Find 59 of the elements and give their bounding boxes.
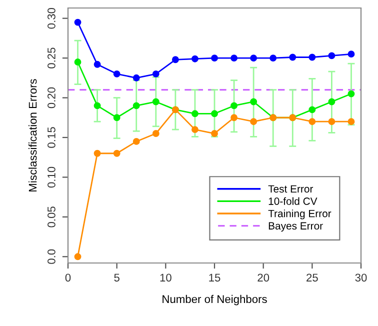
point	[230, 54, 238, 62]
point	[132, 102, 140, 110]
point	[308, 118, 316, 126]
y-tick-label: 0.25	[48, 48, 56, 68]
x-tick-label: 10	[160, 274, 172, 282]
point	[230, 102, 238, 110]
point	[308, 54, 316, 61]
x-axis-title: Number of Neighbors	[162, 294, 267, 306]
point	[191, 126, 198, 134]
point	[191, 55, 198, 62]
point	[270, 54, 277, 62]
point	[348, 90, 355, 98]
point	[132, 74, 140, 82]
point	[152, 98, 160, 106]
point	[230, 114, 238, 122]
y-tick-label: 0.15	[48, 127, 56, 148]
point	[152, 130, 160, 137]
point	[132, 138, 140, 145]
point	[172, 56, 179, 64]
x-tick-label: 25	[306, 274, 318, 282]
point	[250, 54, 258, 62]
point	[211, 54, 218, 62]
y-tick-label: 0.05	[48, 206, 56, 228]
x-tick-label: 5	[114, 274, 120, 282]
point	[348, 118, 355, 126]
point	[289, 54, 296, 61]
point	[94, 60, 101, 68]
point	[94, 150, 101, 157]
point	[348, 50, 355, 58]
point	[191, 110, 198, 118]
legend-label: 10-fold CV	[268, 197, 318, 205]
point	[250, 118, 258, 126]
point	[250, 98, 258, 106]
point	[328, 52, 336, 60]
point	[308, 106, 316, 114]
point	[328, 118, 336, 126]
y-tick-label: 0.10	[48, 166, 56, 188]
y-axis-title: Misclassification Errors	[28, 79, 37, 192]
point	[211, 110, 218, 118]
x-tick-label: 30	[355, 274, 367, 282]
point	[113, 114, 120, 122]
legend-label: Test Error	[268, 185, 314, 193]
point	[74, 18, 82, 26]
point	[152, 70, 160, 78]
point	[94, 102, 101, 110]
point	[113, 150, 120, 157]
point	[74, 253, 82, 260]
y-tick-label: 0.0	[48, 249, 56, 264]
point	[74, 58, 82, 66]
point	[211, 130, 218, 137]
point	[113, 70, 120, 78]
y-tick-label: 0.30	[48, 8, 56, 29]
legend-label: Bayes Error	[268, 222, 323, 232]
x-tick-label: 15	[209, 274, 220, 282]
x-tick-label: 0	[65, 274, 71, 282]
legend-label: Training Error	[268, 210, 332, 220]
x-tick-label: 20	[258, 274, 270, 282]
point	[328, 98, 336, 106]
y-tick-label: 0.20	[48, 87, 56, 108]
